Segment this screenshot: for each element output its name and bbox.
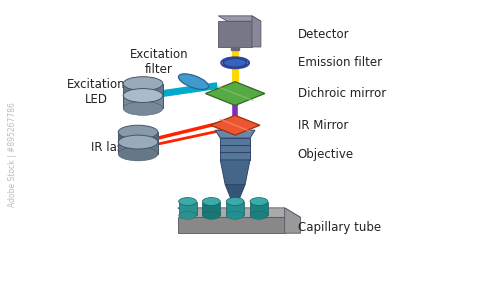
Polygon shape (210, 115, 260, 135)
Text: Detector: Detector (298, 28, 349, 40)
Polygon shape (123, 95, 163, 108)
Ellipse shape (250, 198, 268, 206)
Polygon shape (252, 16, 261, 47)
Text: Dichroic mirror: Dichroic mirror (298, 87, 386, 100)
Ellipse shape (202, 212, 220, 219)
Text: Excitation
LED: Excitation LED (67, 77, 126, 106)
Ellipse shape (178, 212, 196, 219)
Polygon shape (218, 21, 252, 47)
Polygon shape (178, 208, 300, 218)
Ellipse shape (118, 147, 158, 161)
Polygon shape (206, 82, 265, 105)
Ellipse shape (226, 198, 244, 206)
Ellipse shape (178, 198, 196, 206)
Polygon shape (118, 132, 158, 146)
Text: Excitation
filter: Excitation filter (130, 48, 188, 76)
Text: Objective: Objective (298, 148, 354, 161)
Ellipse shape (123, 91, 163, 104)
Ellipse shape (202, 198, 220, 206)
Polygon shape (220, 138, 250, 160)
Text: IR laser: IR laser (92, 140, 136, 154)
Polygon shape (178, 202, 196, 215)
Polygon shape (226, 202, 244, 215)
Polygon shape (123, 84, 163, 98)
Polygon shape (218, 16, 261, 21)
Text: Capillary tube: Capillary tube (298, 221, 380, 234)
Ellipse shape (118, 125, 158, 139)
Ellipse shape (123, 77, 163, 91)
Ellipse shape (123, 88, 163, 102)
Text: Emission filter: Emission filter (298, 56, 382, 69)
Polygon shape (178, 218, 284, 233)
Text: Adobe Stock | #895267786: Adobe Stock | #895267786 (8, 103, 16, 207)
Ellipse shape (250, 212, 268, 219)
Bar (231, 47, 239, 50)
Ellipse shape (224, 58, 247, 67)
Polygon shape (202, 202, 220, 215)
Polygon shape (225, 185, 245, 205)
Polygon shape (220, 160, 250, 185)
Text: IR Mirror: IR Mirror (298, 119, 348, 132)
Ellipse shape (118, 135, 158, 149)
Polygon shape (216, 130, 255, 138)
Ellipse shape (123, 101, 163, 115)
Ellipse shape (178, 74, 208, 89)
Polygon shape (250, 202, 268, 215)
Ellipse shape (118, 139, 158, 153)
Ellipse shape (226, 212, 244, 219)
Polygon shape (118, 142, 158, 154)
Polygon shape (284, 208, 300, 233)
